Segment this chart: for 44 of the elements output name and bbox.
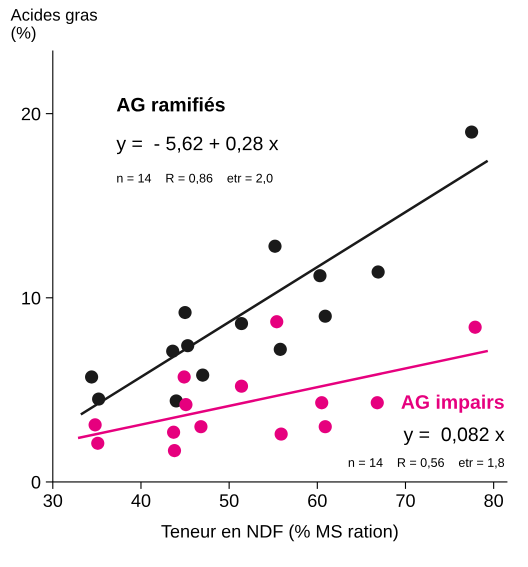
series-label: AG impairs [401, 394, 504, 413]
point [268, 240, 282, 253]
point [85, 370, 98, 384]
point [194, 420, 208, 434]
point [92, 392, 106, 406]
point [234, 316, 248, 330]
point [179, 398, 193, 412]
x-tick-label: 30 [43, 494, 62, 508]
annotation: y = - 5,62 + 0,28 x [116, 136, 278, 154]
y-tick-label: 10 [22, 292, 40, 305]
x-tick-label: 60 [308, 494, 327, 508]
point [274, 342, 287, 356]
point [318, 310, 332, 323]
point [318, 420, 332, 434]
y-tick-label: 0 [32, 476, 40, 489]
point [468, 320, 482, 334]
point [181, 339, 194, 352]
y-tick-label: 20 [22, 108, 40, 120]
point [234, 380, 248, 393]
text: AG ramifiés [116, 97, 225, 112]
point [168, 444, 182, 458]
point [315, 396, 328, 410]
point [88, 418, 102, 432]
point [196, 368, 210, 382]
point [178, 370, 191, 384]
x-tick-label: 70 [396, 494, 415, 508]
point [270, 315, 284, 328]
point [91, 436, 104, 450]
point [465, 125, 478, 139]
point [313, 269, 327, 282]
point [274, 427, 288, 441]
point [372, 265, 385, 279]
annotation: n = 14 R = 0,86 etr = 2,0 [117, 174, 273, 184]
annotation: y = 0,082 x [404, 427, 504, 446]
y-axis-title: Acides gras (%) [10, 8, 98, 42]
point [178, 306, 192, 320]
x-tick-label: 40 [131, 494, 150, 508]
point [370, 396, 384, 410]
point [166, 344, 180, 358]
annotation: n = 14 R = 0,56 etr = 1,8 [348, 458, 504, 468]
x-tick-label: 80 [484, 494, 503, 508]
x-axis-title: Teneur en NDF (% MS ration) [161, 524, 398, 542]
x-tick-label: 50 [220, 494, 238, 508]
point [167, 426, 180, 439]
